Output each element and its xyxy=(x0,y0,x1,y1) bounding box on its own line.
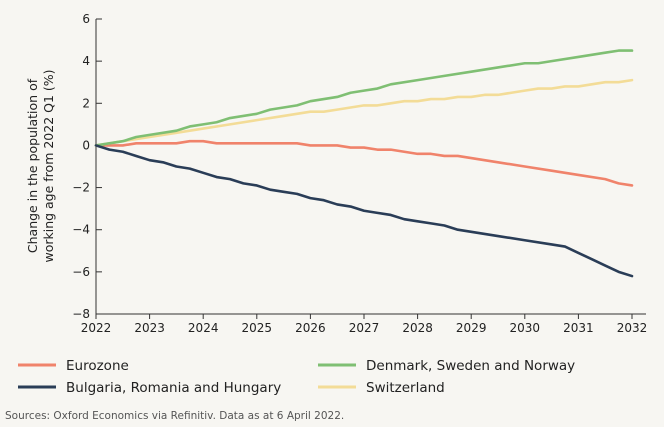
x-tick-label: 2029 xyxy=(456,321,487,335)
legend-label: Switzerland xyxy=(366,380,445,396)
x-tick-label: 2023 xyxy=(134,321,165,335)
x-tick-label: 2025 xyxy=(242,321,273,335)
y-axis-title-line-2: working age from 2022 Q1 (%) xyxy=(41,69,56,262)
x-tick-label: 2022 xyxy=(81,321,112,335)
legend-item-eurozone: Eurozone xyxy=(18,358,129,374)
source-note: Sources: Oxford Economics via Refinitiv.… xyxy=(5,410,344,422)
series-line-eurozone xyxy=(94,139,634,187)
legend-label: Denmark, Sweden and Norway xyxy=(366,358,575,374)
y-axis-title-line-1: Change in the population of xyxy=(25,78,40,253)
x-tick-label: 2028 xyxy=(402,321,433,335)
x-tick-label: 2032 xyxy=(617,321,648,335)
legend-label: Bulgaria, Romania and Hungary xyxy=(66,380,281,396)
legend-item-switzerland: Switzerland xyxy=(318,380,445,396)
y-tick-label: −4 xyxy=(72,223,90,237)
x-tick-label: 2030 xyxy=(510,321,541,335)
series-line-switzerland xyxy=(94,78,634,147)
y-tick-label: −2 xyxy=(72,181,90,195)
y-tick-label: 4 xyxy=(82,54,90,68)
x-tick-label: 2027 xyxy=(349,321,380,335)
legend-item-denmark-sweden-and-norway: Denmark, Sweden and Norway xyxy=(318,358,575,374)
x-tick-label: 2024 xyxy=(188,321,219,335)
legend-item-bulgaria-romania-and-hungary: Bulgaria, Romania and Hungary xyxy=(18,380,281,396)
series-lines xyxy=(94,49,634,278)
y-tick-label: 0 xyxy=(82,138,90,152)
legend: Eurozone Denmark, Sweden and Norway Bulgar… xyxy=(18,358,575,396)
y-tick-label: 2 xyxy=(82,96,90,110)
series-line-denmark-sweden-and-norway xyxy=(94,49,634,147)
legend-label: Eurozone xyxy=(66,358,129,374)
y-axis-title: Change in the population of working age … xyxy=(25,69,56,262)
y-tick-label: −6 xyxy=(72,265,90,279)
y-tick-label: 6 xyxy=(82,12,90,26)
x-tick-label: 2026 xyxy=(295,321,326,335)
series-line-bulgaria-romania-and-hungary xyxy=(94,144,634,278)
y-tick-label: −8 xyxy=(72,307,90,321)
x-tick-label: 2031 xyxy=(563,321,594,335)
